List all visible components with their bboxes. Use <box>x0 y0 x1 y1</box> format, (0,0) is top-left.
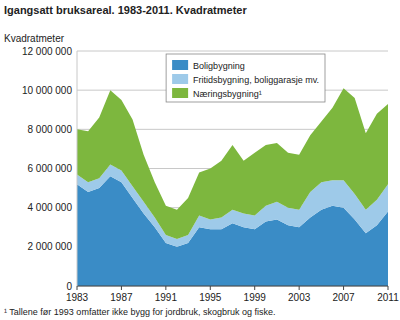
x-tick-label: 2003 <box>288 292 311 303</box>
y-tick-label: 12 000 000 <box>22 46 72 57</box>
grid-line <box>77 51 388 52</box>
x-tick-label: 1983 <box>66 292 89 303</box>
legend: Boligbygning Fritidsbygning, boliggarasje… <box>166 54 325 102</box>
x-axis <box>77 286 388 287</box>
legend-swatch <box>172 74 188 84</box>
y-tick-label: 0 <box>66 281 72 292</box>
x-tick <box>388 286 389 290</box>
x-tick <box>121 286 122 290</box>
legend-swatch <box>172 88 188 98</box>
x-tick-label: 2011 <box>377 292 399 303</box>
grid-line <box>77 286 388 287</box>
legend-box <box>166 54 325 102</box>
x-tick <box>254 286 255 290</box>
x-tick-label: 1987 <box>110 292 133 303</box>
y-tick-label: 4 000 000 <box>28 202 73 213</box>
area <box>77 88 388 239</box>
legend-label: Fritidsbygning, boliggarasje mv. <box>193 75 319 85</box>
x-tick-label: 1999 <box>244 292 267 303</box>
legend-label: Boligbygning <box>193 61 245 71</box>
title: Igangsatt bruksareal. 1983-2011. Kvadrat… <box>4 4 247 16</box>
x-tick-label: 2007 <box>332 292 355 303</box>
x-tick <box>165 286 166 290</box>
x-tick-label: 1995 <box>199 292 222 303</box>
footnote: ¹ Tallene før 1993 omfatter ikke bygg fo… <box>4 307 275 317</box>
x-tick <box>343 286 344 290</box>
y-tick-label: 8 000 000 <box>28 124 73 135</box>
legend-label: Næringsbygning¹ <box>193 89 262 99</box>
y-tick-label: 10 000 000 <box>22 85 72 96</box>
y-tick-label: 2 000 000 <box>28 241 73 252</box>
plot-area <box>77 88 388 286</box>
legend-swatch <box>172 60 188 70</box>
y-axis <box>77 51 78 286</box>
x-tick <box>210 286 211 290</box>
x-tick <box>299 286 300 290</box>
x-tick <box>77 286 78 290</box>
x-tick-label: 1991 <box>155 292 178 303</box>
y-tick-label: 6 000 000 <box>28 163 73 174</box>
chart: Igangsatt bruksareal. 1983-2011. Kvadrat… <box>0 0 400 320</box>
y-axis-label: Kvadratmeter <box>4 33 65 44</box>
